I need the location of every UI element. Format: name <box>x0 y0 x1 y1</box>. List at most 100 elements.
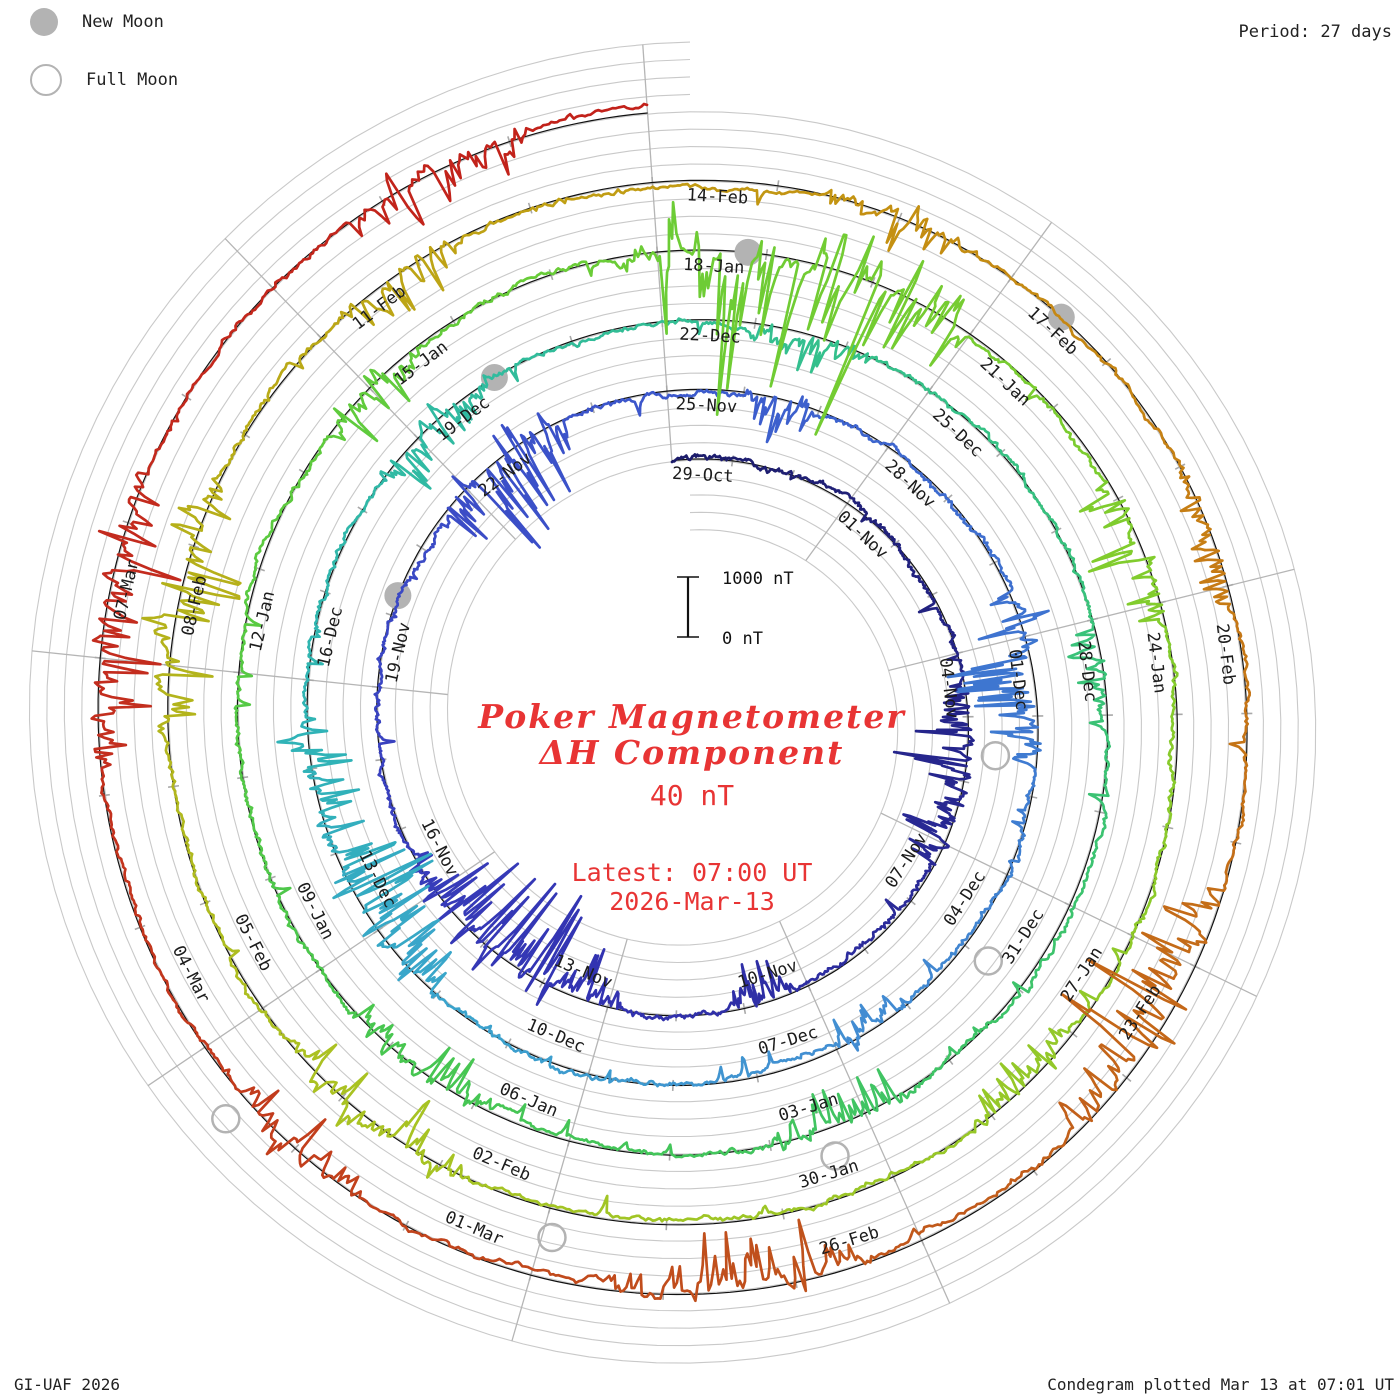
magnetometer-trace-segment <box>243 992 298 1045</box>
magnetometer-trace-segment <box>404 1099 455 1179</box>
magnetometer-trace-segment <box>91 612 162 693</box>
magnetometer-trace-segment <box>909 1202 982 1237</box>
magnetometer-trace-segment <box>1232 766 1248 844</box>
grid-spiral-arc <box>359 372 986 1033</box>
magnetometer-trace-segment <box>1155 796 1173 864</box>
magnetometer-trace-segment <box>1087 541 1161 606</box>
magnetometer-trace-segment <box>1067 431 1109 492</box>
magnetometer-trace-segment <box>1181 840 1236 910</box>
magnetometer-trace-segment <box>267 339 322 393</box>
magnetometer-trace-segment <box>680 1009 723 1020</box>
ring-date-label: 22-Dec <box>679 325 741 348</box>
magnetometer-trace-segment <box>911 847 937 893</box>
magnetometer-trace-segment <box>261 1118 333 1179</box>
ring-date-label: 29-Oct <box>672 464 734 487</box>
magnetometer-trace-segment <box>524 894 583 1006</box>
quiet-baseline-spiral <box>97 112 1248 1296</box>
amplitude-label: 40 nT <box>649 779 735 812</box>
magnetometer-trace-segment <box>1024 381 1071 434</box>
grid-spiral-arc <box>342 355 1003 1051</box>
magnetometer-trace-segment <box>987 260 1050 307</box>
magnetometer-trace-segment <box>1033 925 1067 979</box>
magnetometer-trace-segment <box>1193 548 1236 621</box>
magnetometer-trace-segment <box>685 388 733 398</box>
magnetometer-trace-segment <box>677 230 740 417</box>
scale-bottom-label: 0 nT <box>722 629 763 649</box>
magnetometer-trace-segment <box>608 1069 659 1088</box>
magnetometer-trace-segment <box>1063 542 1087 598</box>
magnetometer-trace-segment <box>1070 594 1096 655</box>
grid-spiral-arc <box>412 424 934 981</box>
magnetometer-trace-segment <box>906 1053 952 1098</box>
magnetometer-trace-segment <box>602 322 659 335</box>
magnetometer-trace-segment <box>265 869 292 928</box>
magnetometer-trace-segment <box>495 271 557 298</box>
chart-title-line2: ΔH Component <box>539 733 845 772</box>
grid-spiral-arc <box>185 198 1160 1207</box>
grid-spiral-arc <box>220 233 1125 1172</box>
magnetometer-trace-segment <box>640 1012 684 1022</box>
magnetometer-trace-segment <box>567 1133 628 1152</box>
magnetometer-trace-segment <box>1138 602 1177 669</box>
magnetometer-trace-segment <box>296 216 366 268</box>
ring-date-label: 25-Nov <box>675 394 737 417</box>
magnetometer-trace-segment <box>601 990 643 1018</box>
magnetometer-trace-segment <box>933 785 968 826</box>
magnetometer-trace-segment <box>954 910 986 953</box>
grid-spiral-arc <box>255 268 1090 1138</box>
magnetometer-trace-segment <box>847 1068 910 1117</box>
magnetometer-trace-segment <box>775 467 813 484</box>
legend-new-moon: New Moon <box>30 8 164 36</box>
magnetometer-trace-segment <box>914 713 975 752</box>
magnetometer-trace-segment <box>170 506 242 601</box>
magnetometer-trace-segment <box>625 1141 686 1159</box>
magnetometer-trace-segment <box>970 1062 1021 1134</box>
magnetometer-trace-segment <box>741 457 779 475</box>
magnetometer-trace-segment <box>408 851 460 903</box>
magnetometer-trace-segment <box>705 453 745 462</box>
magnetometer-trace-segment <box>365 1014 412 1064</box>
magnetometer-trace-segment <box>248 810 269 872</box>
magnetometer-trace-segment <box>355 470 388 521</box>
magnetometer-trace-segment <box>762 323 816 372</box>
grid-spiral-arc <box>116 128 1230 1277</box>
magnetometer-trace-segment <box>705 1056 757 1085</box>
magnetometer-trace-segment <box>139 923 174 999</box>
magnetometer-trace-segment <box>641 390 689 400</box>
magnetometer-trace-segment <box>377 736 396 782</box>
grid-spiral-arc <box>28 41 1317 1364</box>
magnetometer-trace-segment <box>753 1050 803 1074</box>
magnetometer-trace-segment <box>408 1046 475 1095</box>
magnetometer-trace-segment <box>380 245 445 317</box>
grid-spiral-arc <box>446 459 899 946</box>
magnetometer-trace-segment <box>433 506 488 541</box>
magnetometer-trace-segment <box>718 1204 789 1222</box>
full-moon-icon <box>30 64 62 96</box>
magnetometer-trace-segment <box>411 537 436 578</box>
magnetometer-trace-segment <box>191 862 221 930</box>
magnetometer-trace-segment <box>373 694 384 740</box>
magnetometer-trace-segment <box>616 200 681 335</box>
grid-spiral-arc <box>290 302 1055 1103</box>
magnetometer-trace-segment <box>583 102 649 118</box>
magnetometer-trace-segment <box>237 264 300 323</box>
magnetometer-trace-segment <box>1232 617 1251 694</box>
magnetometer-trace-segment <box>373 652 384 698</box>
magnetometer-trace-segment <box>496 197 568 223</box>
magnetometer-trace-segment <box>708 186 783 206</box>
magnetometer-trace-segment <box>289 925 328 978</box>
grid-spiral-arc <box>325 337 1021 1068</box>
magnetometer-trace-segment <box>859 428 901 455</box>
magnetometer-trace-segment <box>191 320 241 390</box>
magnetometer-trace-segment <box>518 1193 587 1214</box>
magnetometer-trace-segment <box>864 355 918 385</box>
new-moon-label: New Moon <box>82 12 164 32</box>
magnetometer-trace-segment <box>508 112 587 159</box>
magnetometer-trace-segment <box>1087 760 1111 821</box>
magnetometer-trace-segment <box>152 386 194 460</box>
magnetometer-trace-segment <box>324 974 375 1019</box>
magnetometer-trace-segment <box>725 239 801 390</box>
magnetometer-trace-segment <box>911 1130 974 1167</box>
magnetometer-trace-segment <box>948 1019 999 1056</box>
magnetometer-trace-segment <box>656 1080 709 1088</box>
